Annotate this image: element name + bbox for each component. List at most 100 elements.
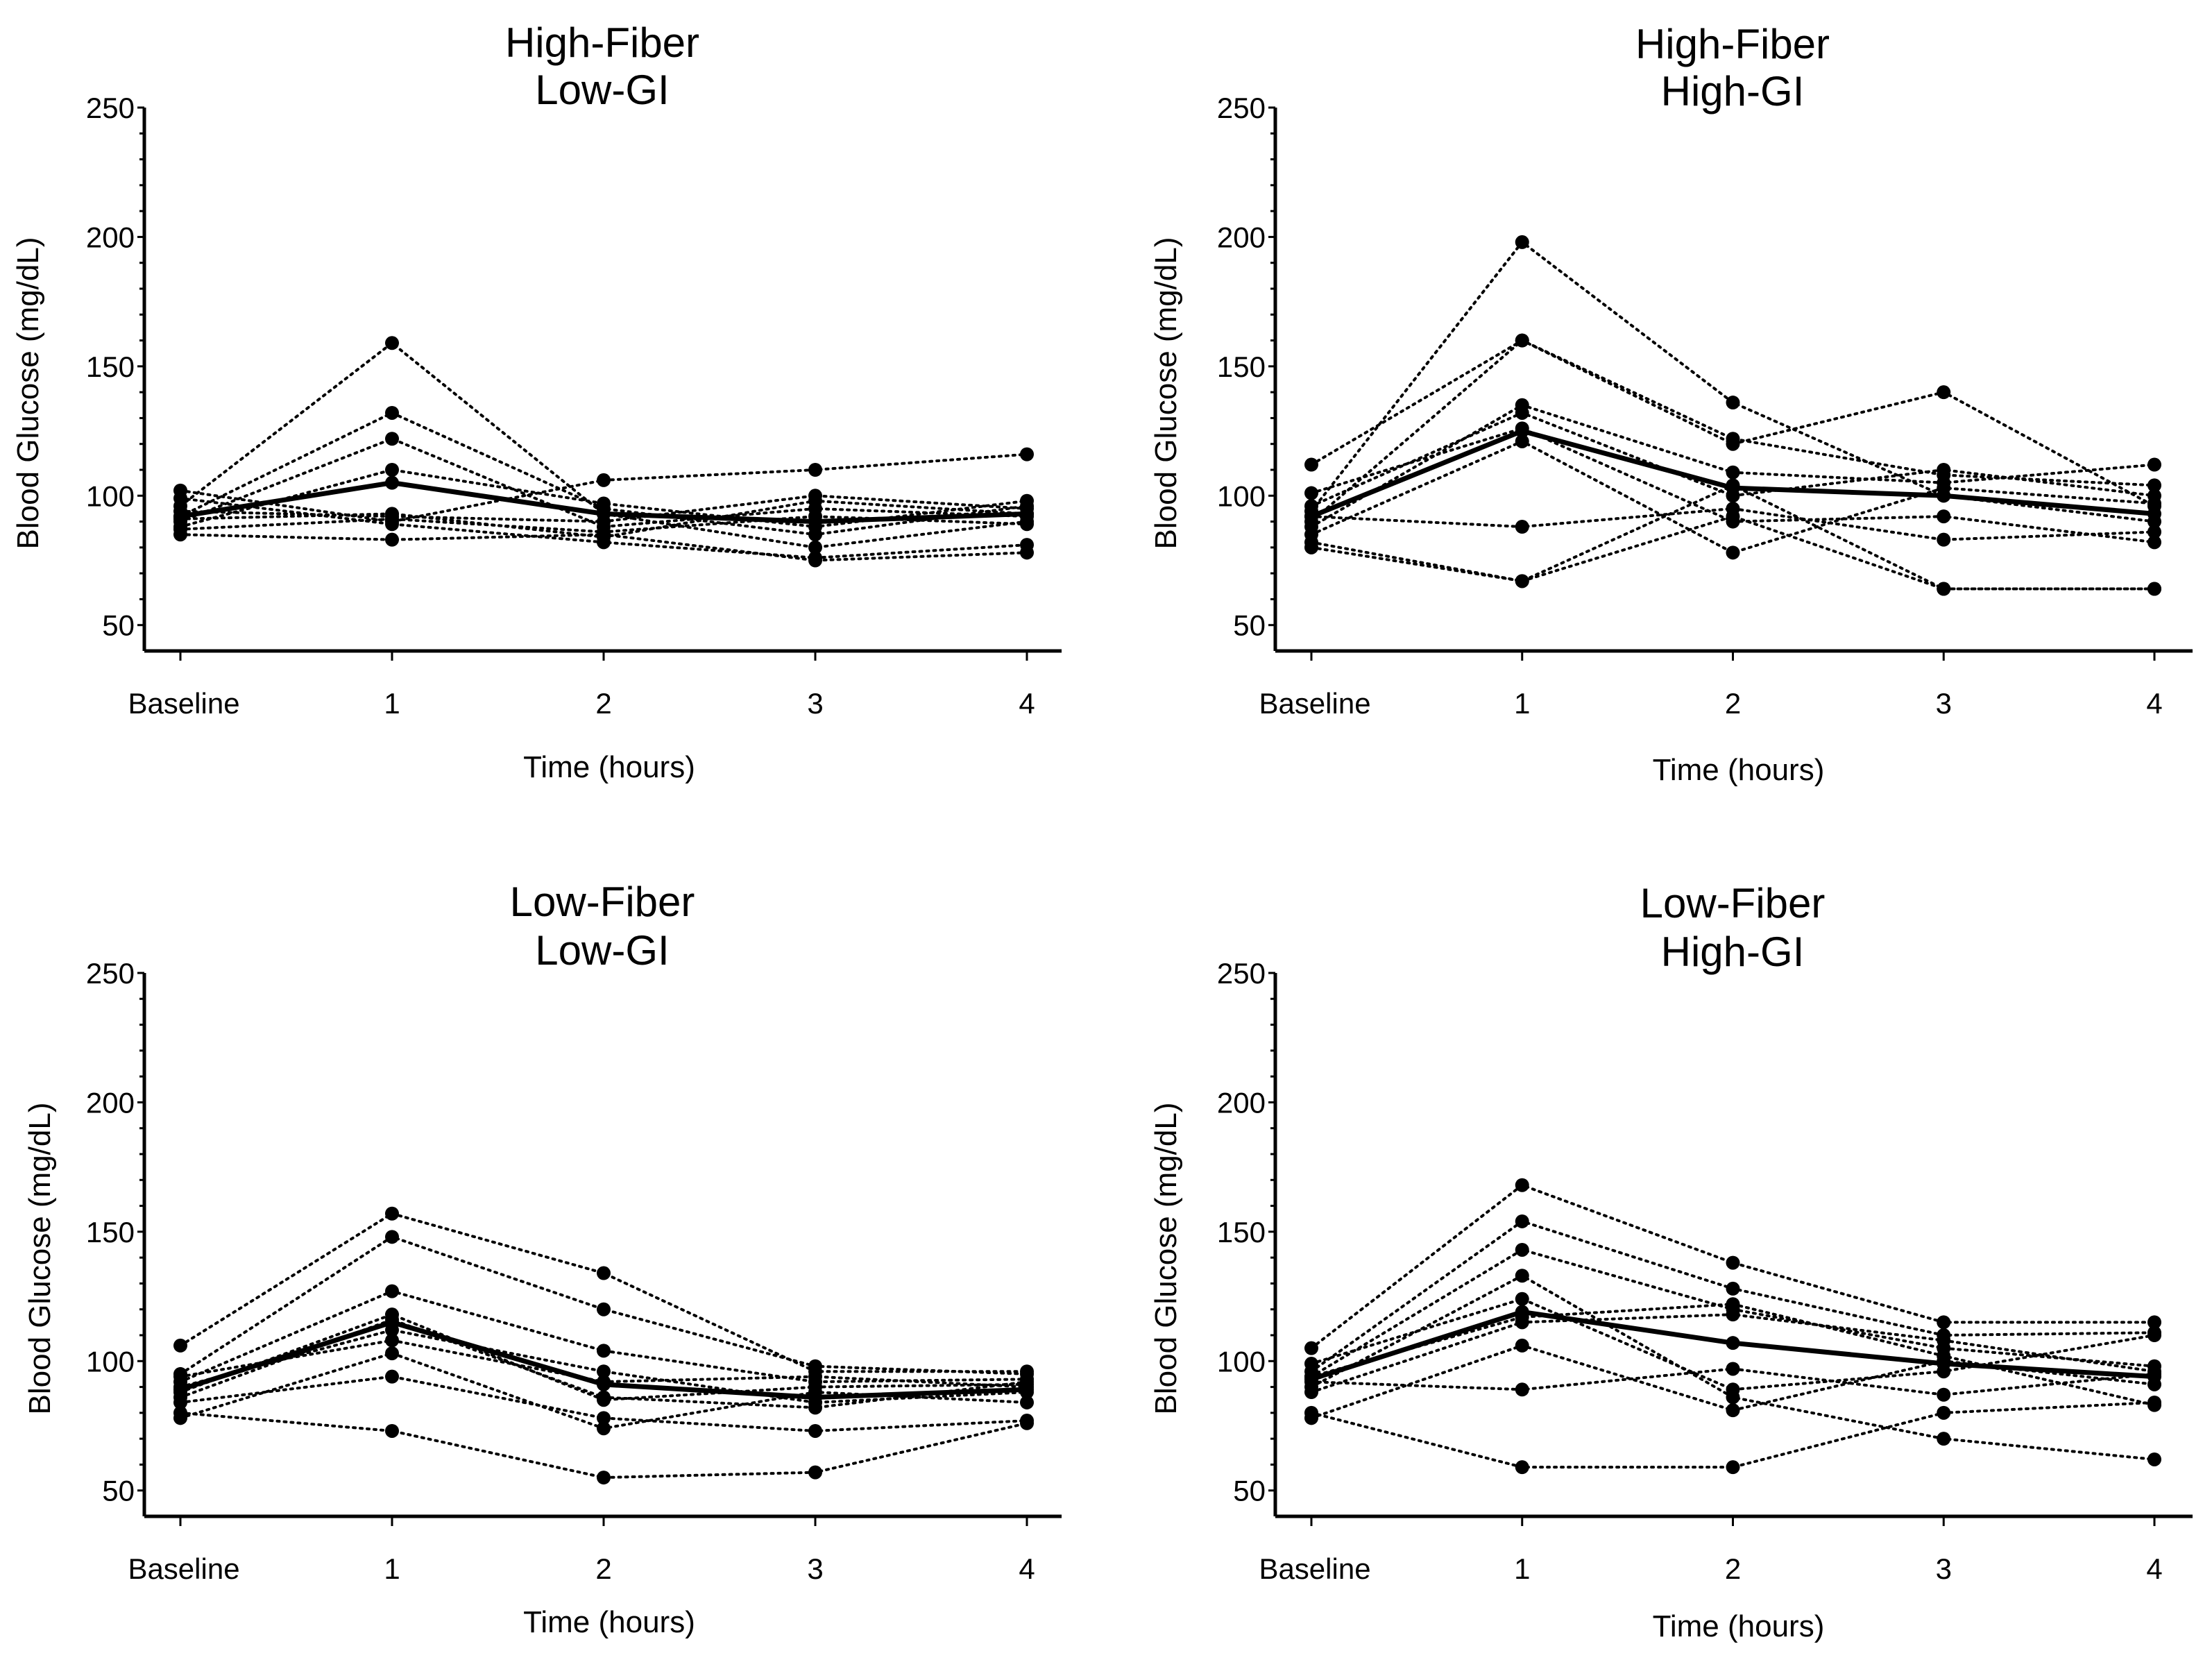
mean-data-point — [1515, 424, 1529, 439]
subject-data-point — [808, 1465, 822, 1480]
subject-data-point — [385, 1284, 399, 1298]
subject-data-point — [385, 463, 399, 477]
y-axis-label: Blood Glucose (mg/dL) — [11, 237, 45, 550]
subject-data-point — [1726, 437, 1740, 451]
subject-data-point — [1304, 527, 1318, 542]
y-tick-label: 50 — [1233, 1475, 1266, 1507]
subject-data-point — [1937, 385, 1951, 400]
subject-data-point — [1515, 1242, 1529, 1257]
subject-data-point — [1304, 1357, 1318, 1371]
mean-data-point — [2147, 507, 2161, 521]
x-tick-label: Baseline — [128, 687, 239, 720]
subject-data-point — [1515, 1269, 1529, 1283]
subject-series-line — [179, 1328, 1028, 1404]
y-tick-label: 50 — [102, 609, 135, 642]
subject-data-point — [1515, 1338, 1529, 1353]
x-axis-label: Time (hours) — [1653, 1609, 1825, 1643]
subject-data-point — [385, 405, 399, 420]
subject-series-line — [1310, 1400, 2156, 1469]
subject-data-point — [1726, 501, 1740, 516]
x-tick-label: 2 — [595, 687, 611, 720]
subject-data-point — [1726, 1460, 1740, 1475]
subject-data-point — [1937, 1405, 1951, 1420]
subject-data-point — [173, 1369, 187, 1384]
x-tick-label: 3 — [807, 1552, 823, 1585]
subject-data-point — [1515, 405, 1529, 420]
panel-title-line1: Low-Fiber — [510, 879, 695, 925]
panel-title-line1: High-Fiber — [1635, 21, 1830, 67]
subject-data-point — [1726, 396, 1740, 410]
subject-data-point — [808, 1423, 822, 1438]
x-axis-label: Time (hours) — [523, 750, 695, 784]
subject-data-point — [1515, 574, 1529, 588]
subject-data-point — [173, 491, 187, 506]
mean-data-point — [1304, 1372, 1318, 1387]
mean-data-point — [1726, 481, 1740, 496]
subject-data-point — [1304, 457, 1318, 472]
subject-data-point — [2147, 1398, 2161, 1412]
panel-title-line2: Low-GI — [535, 67, 669, 113]
mean-data-point — [173, 509, 187, 524]
subject-data-point — [597, 1302, 611, 1316]
subject-series-line — [1310, 439, 2156, 554]
mean-data-point — [385, 1315, 399, 1330]
x-tick-label: 1 — [384, 687, 400, 720]
subject-data-point — [1937, 1387, 1951, 1402]
subject-data-point — [1726, 514, 1740, 529]
y-tick-label: 100 — [86, 1345, 135, 1378]
subject-data-point — [2147, 1452, 2161, 1466]
subject-data-point — [1726, 1297, 1740, 1312]
subject-data-point — [1726, 1307, 1740, 1322]
subject-data-point — [1304, 486, 1318, 500]
panel-title-line1: Low-Fiber — [1640, 880, 1826, 926]
x-tick-label: 4 — [1019, 1552, 1035, 1585]
mean-data-point — [808, 514, 822, 529]
y-tick-label: 200 — [86, 221, 135, 253]
mean-data-point — [1937, 1357, 1951, 1371]
subject-data-point — [1515, 1178, 1529, 1192]
y-tick-label: 100 — [1217, 1345, 1266, 1378]
subject-series-line — [1310, 515, 2156, 591]
subject-data-point — [1515, 235, 1529, 249]
subject-data-point — [1515, 434, 1529, 448]
y-tick-label: 150 — [86, 1216, 135, 1248]
subject-data-point — [1726, 545, 1740, 560]
x-tick-label: 1 — [1514, 687, 1530, 720]
y-tick-label: 250 — [1217, 957, 1266, 990]
subject-data-point — [1304, 1385, 1318, 1400]
y-tick-label: 50 — [1233, 609, 1266, 642]
subject-data-point — [2147, 582, 2161, 596]
subject-data-point — [385, 1333, 399, 1348]
subject-data-point — [808, 463, 822, 477]
subject-data-point — [2147, 535, 2161, 550]
subject-data-point — [1726, 1281, 1740, 1296]
subject-data-point — [1515, 1291, 1529, 1306]
subject-series-line — [179, 341, 1028, 549]
subject-series-line — [179, 1212, 1028, 1373]
x-tick-label: 4 — [2146, 1552, 2162, 1585]
x-tick-label: 4 — [1019, 687, 1035, 720]
subject-data-point — [173, 522, 187, 536]
panel-title-line1: High-Fiber — [505, 19, 699, 66]
x-tick-label: 2 — [595, 1552, 611, 1585]
subject-data-point — [385, 532, 399, 547]
x-axis-label: Time (hours) — [1653, 753, 1825, 787]
subject-data-point — [1515, 1214, 1529, 1228]
subject-data-point — [385, 1423, 399, 1438]
subject-data-point — [597, 1390, 611, 1405]
mean-data-point — [597, 1377, 611, 1391]
subject-data-point — [1726, 1382, 1740, 1397]
subject-data-point — [1020, 1414, 1034, 1428]
subject-data-point — [597, 1266, 611, 1280]
x-tick-label: 3 — [1936, 1552, 1952, 1585]
subject-data-point — [1937, 1315, 1951, 1330]
mean-data-point — [385, 475, 399, 490]
subject-data-point — [597, 496, 611, 511]
mean-data-point — [2147, 1369, 2161, 1384]
y-tick-label: 100 — [1217, 480, 1266, 512]
subject-data-point — [597, 1364, 611, 1379]
y-tick-label: 250 — [86, 92, 135, 124]
subject-data-point — [173, 1411, 187, 1425]
